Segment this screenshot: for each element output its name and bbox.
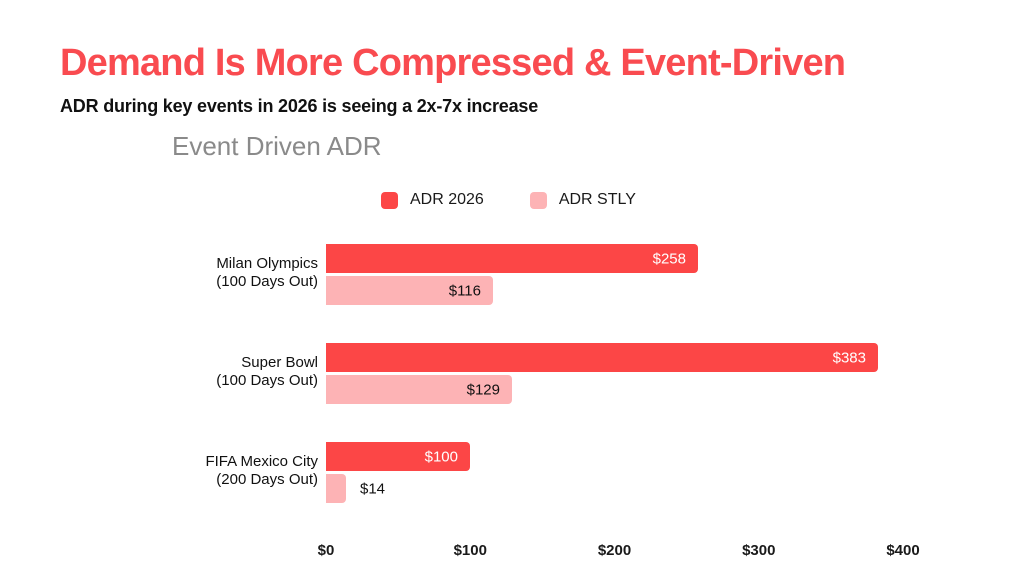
legend-item-adr-2026: ADR 2026: [381, 191, 484, 209]
bar-value-label: $129: [466, 381, 500, 398]
bar-adr-2026: $383: [326, 343, 878, 372]
page-subtitle: ADR during key events in 2026 is seeing …: [60, 96, 539, 116]
category-label: Milan Olympics (100 Days Out): [216, 255, 318, 291]
bar-adr-stly: $129: [326, 375, 512, 404]
bar-value-label: $14: [360, 480, 386, 497]
bar-value-label: $100: [424, 448, 458, 465]
x-tick-label: $300: [742, 542, 776, 559]
category-label-line: FIFA Mexico City: [205, 453, 318, 470]
bar-adr-stly: $116: [326, 276, 493, 305]
legend-swatch-adr-2026: [381, 191, 398, 209]
category-label-line: (100 Days Out): [216, 372, 318, 389]
legend-swatch-adr-stly: [529, 191, 547, 209]
bar-adr-2026: $100: [326, 442, 470, 471]
chart-title: Event Driven ADR: [172, 131, 382, 161]
legend-label-adr-2026: ADR 2026: [410, 191, 484, 208]
x-tick-label: $200: [597, 542, 632, 559]
page-title: Demand Is More Compressed & Event-Driven: [60, 42, 846, 84]
x-tick-label: $100: [453, 542, 487, 559]
bar-adr-stly: $14: [326, 474, 385, 503]
bar-value-label: $258: [652, 250, 686, 267]
legend-item-adr-stly: ADR STLY: [529, 191, 636, 209]
bar-adr-2026: $258: [326, 244, 698, 273]
chart-legend: ADR 2026 ADR STLY: [381, 191, 636, 209]
bar-value-label: $116: [448, 282, 481, 299]
x-axis: $0 $100 $200 $300 $400: [0, 542, 1024, 562]
legend-label-adr-stly: ADR STLY: [558, 191, 636, 208]
x-tick-label: $400: [886, 542, 920, 559]
x-tick-label: $0: [317, 542, 335, 559]
category-label-line: (200 Days Out): [216, 471, 318, 488]
category-label: Super Bowl (100 Days Out): [216, 354, 318, 390]
category-label-line: (100 Days Out): [216, 273, 318, 290]
category-label-line: Super Bowl: [241, 354, 318, 371]
bar-value-label: $383: [832, 349, 866, 366]
category-label: FIFA Mexico City (200 Days Out): [205, 453, 318, 489]
category-label-line: Milan Olympics: [216, 255, 318, 272]
